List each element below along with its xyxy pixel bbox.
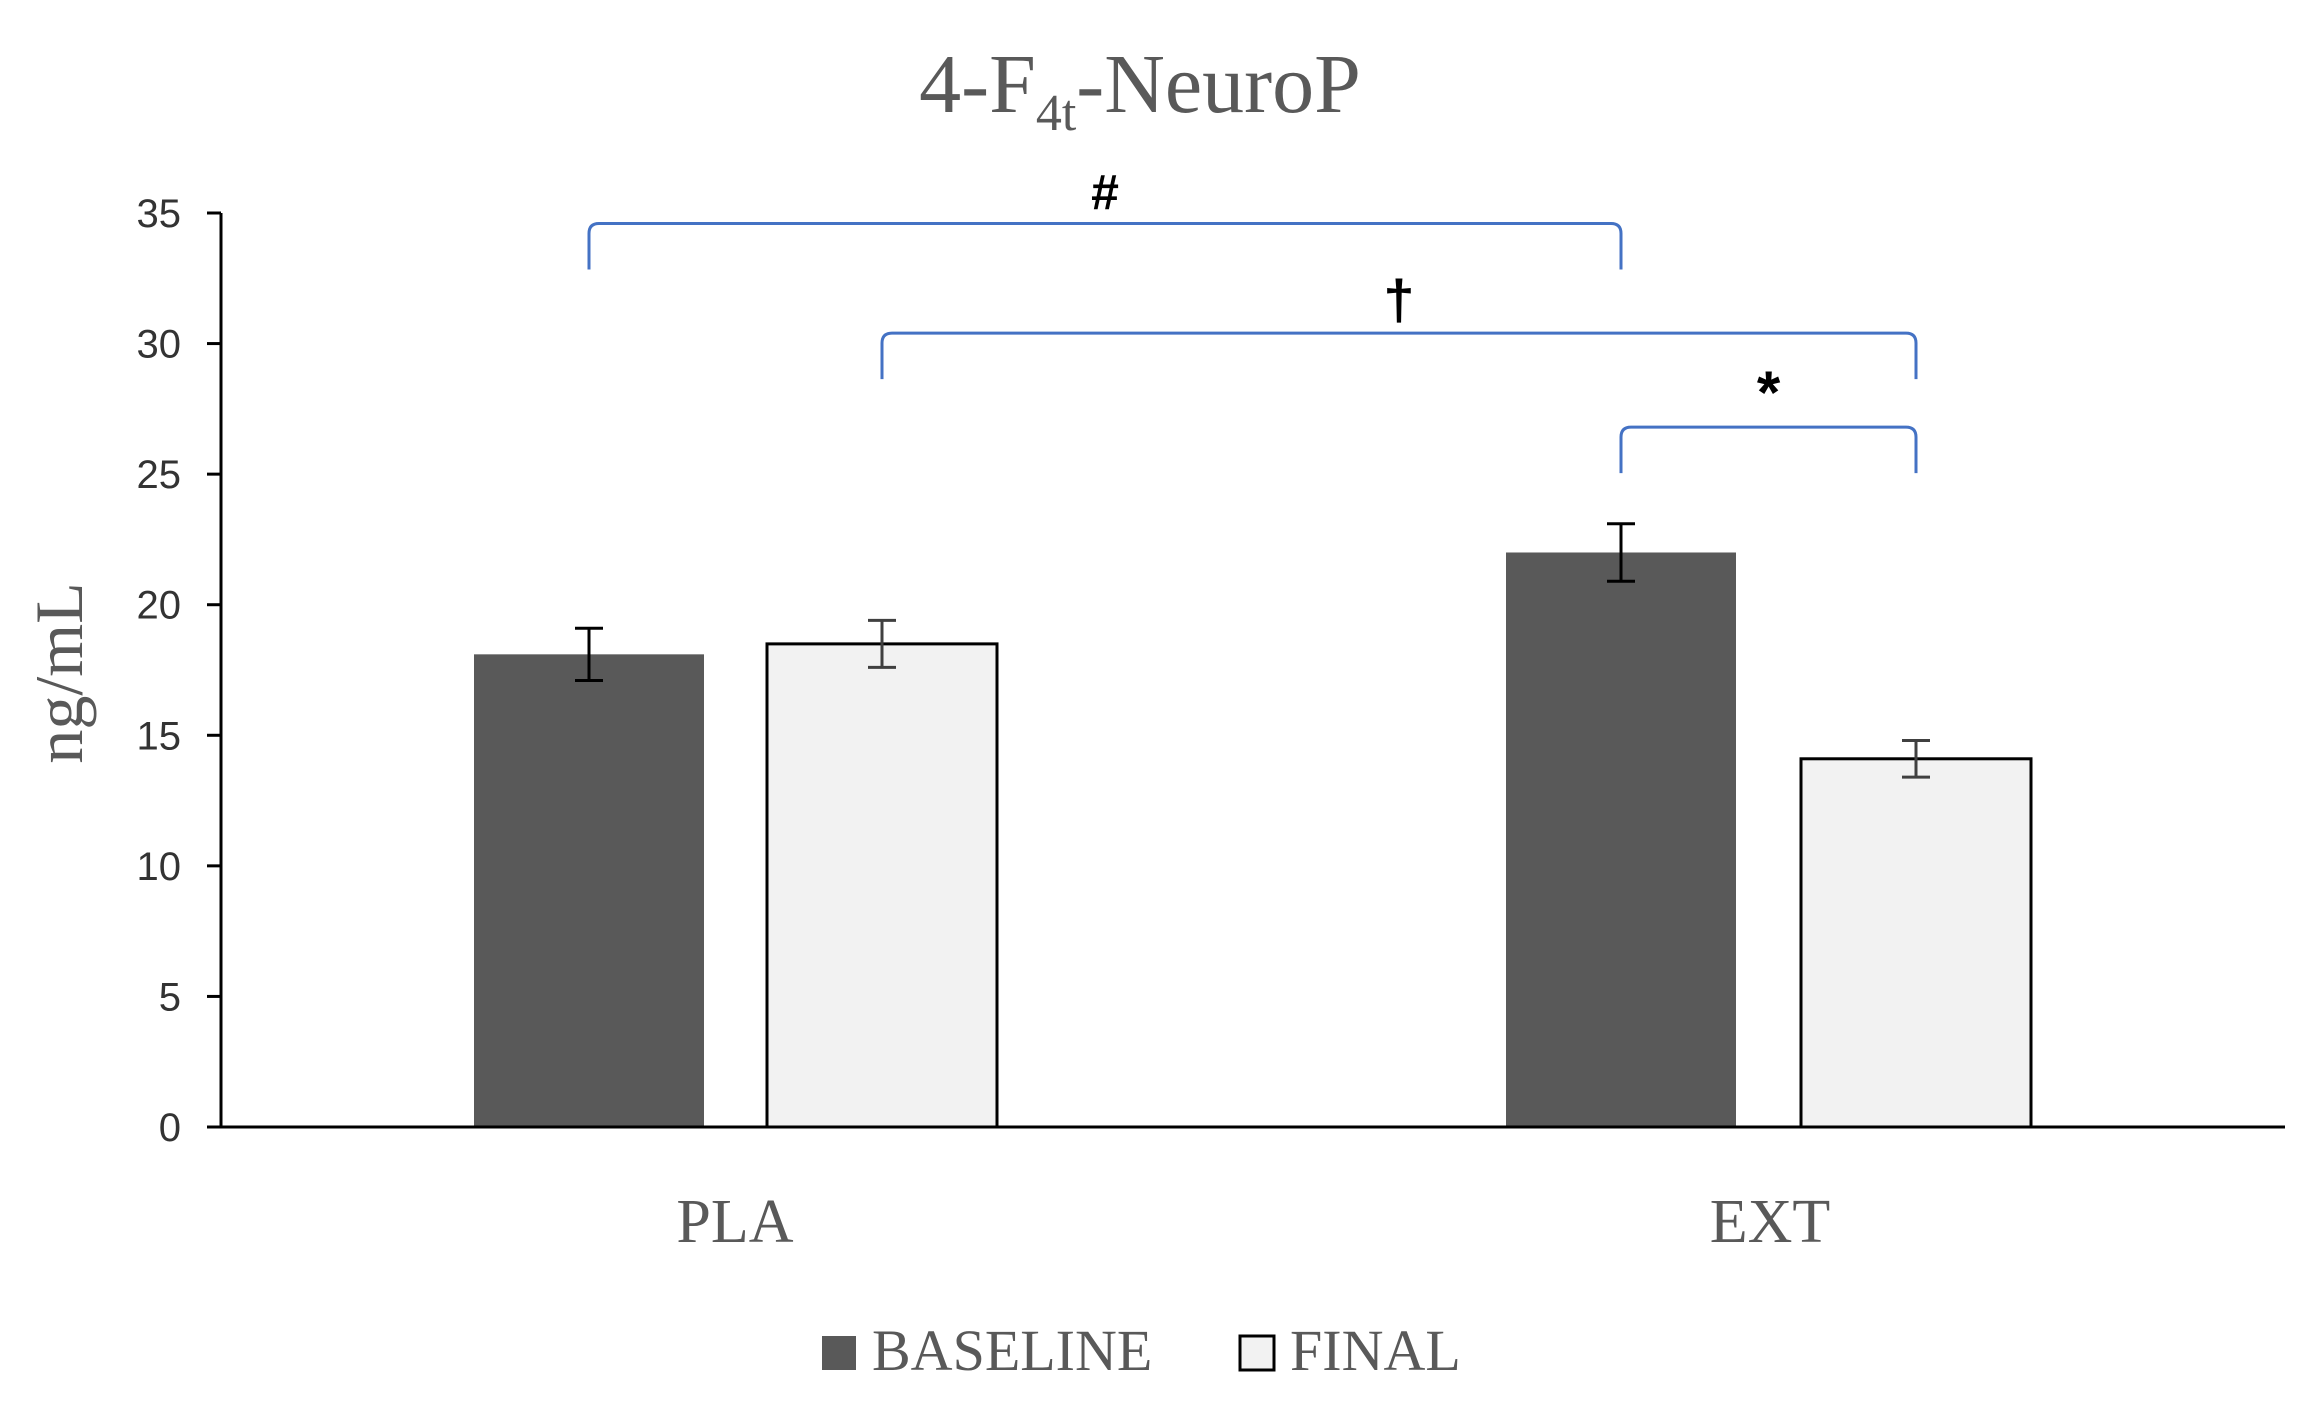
error-bar-baseline-pla	[575, 626, 603, 682]
chart-title: 4-F4t-NeuroP	[919, 38, 1361, 142]
significance-bracket: *	[1619, 359, 1918, 474]
y-ticks: 0 5 10 15 20 25 30 35	[137, 192, 221, 1150]
legend-entry-final: FINAL	[1238, 1318, 1461, 1383]
y-tick-label: 30	[137, 323, 182, 367]
y-tick-label: 20	[137, 584, 182, 628]
bar-baseline-pla	[474, 654, 704, 1127]
x-category-labels: PLA EXT	[676, 1188, 1830, 1256]
y-tick-label: 5	[159, 975, 181, 1019]
bar-final-ext	[1799, 757, 2033, 1129]
y-tick-label: 15	[137, 714, 182, 758]
error-bars	[575, 522, 1930, 779]
bar-final-pla	[765, 642, 999, 1129]
legend-label: BASELINE	[872, 1318, 1152, 1383]
significance-bracket: #	[587, 164, 1623, 270]
legend-label: FINAL	[1290, 1318, 1461, 1383]
legend-entry-baseline: BASELINE	[822, 1318, 1152, 1383]
y-tick-label: 25	[137, 453, 182, 497]
significance-bracket: †	[880, 268, 1918, 380]
legend-swatch	[822, 1336, 856, 1370]
x-category-label-ext: EXT	[1710, 1188, 1831, 1256]
legend-swatch	[1238, 1334, 1276, 1372]
chart-title-main: 4-F	[919, 38, 1036, 131]
legend: BASELINE FINAL	[822, 1318, 1461, 1383]
y-tick-label: 10	[137, 845, 182, 889]
y-tick-label: 0	[159, 1106, 181, 1150]
axes	[219, 213, 2285, 1129]
chart-title-tail: -NeuroP	[1076, 38, 1361, 131]
significance-symbol: #	[1091, 164, 1119, 220]
bar-baseline-ext	[1506, 552, 1736, 1127]
chart-title-subscript: 4t	[1036, 85, 1077, 142]
y-tick-label: 35	[137, 192, 182, 236]
significance-symbol: †	[1383, 268, 1414, 331]
y-axis-label: ng/mL	[21, 582, 97, 763]
error-bar-final-ext	[1902, 739, 1930, 779]
error-bar-baseline-ext	[1607, 522, 1635, 583]
error-bar-final-pla	[868, 618, 896, 669]
bars	[474, 552, 2033, 1129]
x-category-label-pla: PLA	[676, 1188, 793, 1256]
significance-symbol: *	[1757, 359, 1781, 426]
significance-brackets: # † *	[587, 164, 1918, 474]
